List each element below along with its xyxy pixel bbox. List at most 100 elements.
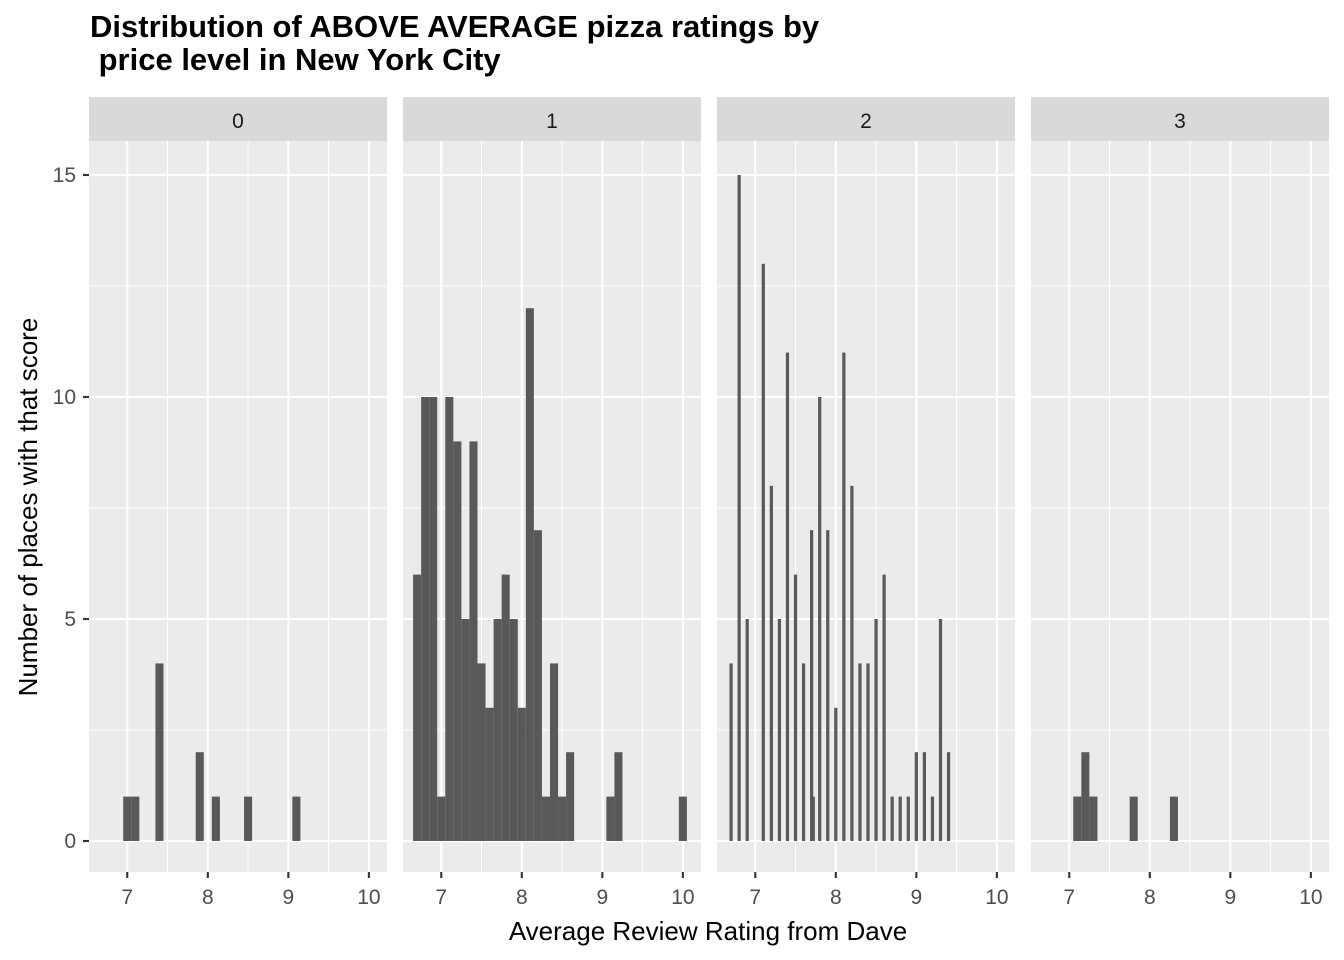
histogram-bar [834,707,838,841]
histogram-bar [131,796,140,841]
histogram-bar [930,796,935,841]
histogram-bar [745,619,749,841]
facet-panels: 0 1 2 3 [89,97,1329,872]
x-tick-label: 8 [830,886,842,909]
histogram-bar [842,352,846,841]
histogram-bar [678,796,687,841]
histogram-bar [477,663,486,841]
histogram-bar [1089,796,1098,841]
x-tick-label: 10 [671,886,694,909]
histogram-bar [785,352,790,841]
histogram-bar [906,796,910,841]
x-tick-label: 9 [1224,886,1236,909]
facet-strip [717,97,1015,141]
histogram-bar [533,530,542,841]
histogram-bar [898,796,902,841]
histogram-bar [866,663,870,841]
x-axis-title: Average Review Rating from Dave [509,916,907,946]
histogram-bar [761,263,765,841]
histogram-bar [509,619,518,841]
histogram-bar [890,796,894,841]
facet-strip-label: 0 [232,110,244,133]
histogram-bar [211,796,220,841]
histogram-bar [882,574,886,841]
histogram-bar [453,441,462,841]
histogram-bar [818,397,822,841]
histogram-bar [729,663,733,841]
histogram-bar [777,619,782,841]
histogram-bar [421,397,430,841]
y-tick-label: 5 [64,608,76,631]
histogram-bar [566,752,575,841]
histogram-bar [769,485,773,841]
histogram-bar [525,308,534,841]
y-axis: 0 5 10 15 [53,164,89,853]
histogram-bar [1073,796,1082,841]
histogram-bar [445,397,454,841]
histogram-bar [1169,796,1178,841]
histogram-bar [429,397,438,841]
histogram-bar [922,752,927,841]
histogram-bar [1081,752,1090,841]
histogram-bar [123,796,132,841]
panel-background [717,141,1015,872]
x-tick-label: 9 [596,886,608,909]
histogram-bar [811,796,815,841]
x-tick-label: 7 [1063,886,1075,909]
histogram-bar [461,619,470,841]
facet-strip-label: 2 [860,110,872,133]
x-tick-label: 9 [282,886,294,909]
x-tick-label: 7 [121,886,133,909]
histogram-bar [549,663,559,841]
histogram-bar [614,752,623,841]
histogram-bar [469,441,478,841]
histogram-bar [244,796,253,841]
histogram-bar [413,574,422,841]
histogram-bar [810,530,814,841]
histogram-bar [195,752,204,841]
histogram-bar [938,619,943,841]
facet-panel-0: 0 [89,97,387,872]
facet-strip-label: 3 [1174,110,1186,133]
y-axis-title: Number of places with that score [13,318,43,697]
histogram-bar [517,707,526,841]
histogram-bar [606,796,615,841]
histogram-bar [541,796,550,841]
x-tick-label: 9 [910,886,922,909]
x-tick-label: 10 [357,886,380,909]
x-tick-label: 7 [749,886,761,909]
x-tick-label: 10 [985,886,1008,909]
histogram-bar [946,752,951,841]
histogram-bar [558,796,567,841]
facet-strip [1031,97,1329,141]
histogram-bar [737,175,741,841]
histogram-bar [793,574,798,841]
facet-strip [89,97,387,141]
histogram-bar [485,707,494,841]
x-tick-label: 10 [1299,886,1322,909]
y-tick-label: 15 [53,164,76,187]
x-tick-label: 8 [202,886,214,909]
chart-title: Distribution of ABOVE AVERAGE pizza rati… [90,9,820,77]
facet-panel-3: 3 [1031,97,1329,872]
y-tick-label: 0 [64,830,76,853]
histogram-bar [437,796,446,841]
panel-background [1031,141,1329,872]
x-tick-label: 7 [435,886,447,909]
panel-background [89,141,387,872]
histogram-bar [501,574,510,841]
histogram-bar [493,619,502,841]
histogram-bar [292,796,301,841]
facet-panel-1: 1 [403,97,701,872]
histogram-bar [858,663,862,841]
histogram-bar [801,663,806,841]
facet-panel-2: 2 [717,97,1015,872]
facet-strip [403,97,701,141]
x-tick-label: 8 [1144,886,1156,909]
histogram-bar [850,485,854,841]
histogram-bar [874,619,878,841]
histogram-bar [155,663,164,841]
histogram-bar [1129,796,1138,841]
x-tick-label: 8 [516,886,528,909]
